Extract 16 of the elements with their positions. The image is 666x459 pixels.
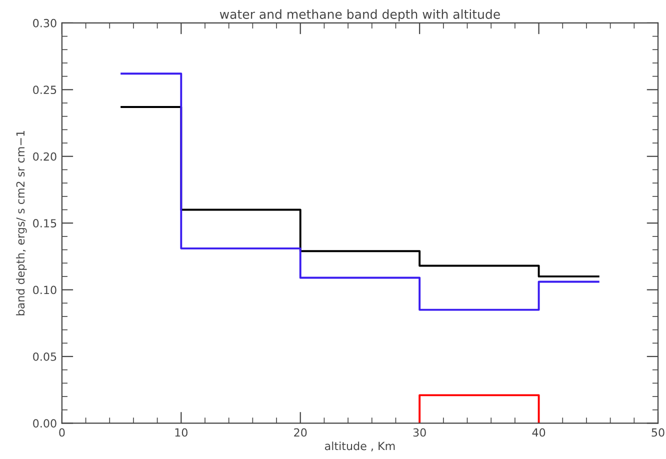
y-tick-label: 0.00 [33, 419, 56, 428]
x-tick-label: 50 [652, 428, 664, 437]
x-axis-title: altitude , Km [324, 442, 395, 452]
y-tick-label: 0.25 [33, 86, 56, 94]
y-tick-label: 0.15 [33, 219, 56, 228]
x-tick-label: 10 [175, 428, 188, 437]
y-tick-label: 0.05 [33, 352, 56, 361]
x-tick-label: 30 [413, 428, 426, 437]
x-tick-label: 40 [532, 428, 546, 437]
x-tick-label: 0 [59, 428, 65, 437]
x-tick-label: 20 [294, 428, 307, 437]
chart-title: water and methane band depth with altitude [220, 9, 500, 22]
y-tick-label: 0.30 [33, 18, 56, 28]
y-tick-label: 0.20 [33, 152, 56, 161]
y-tick-label: 0.10 [33, 286, 56, 294]
y-axis-title: band depth, ergs/ s cm2 sr cm−1 [16, 130, 27, 316]
